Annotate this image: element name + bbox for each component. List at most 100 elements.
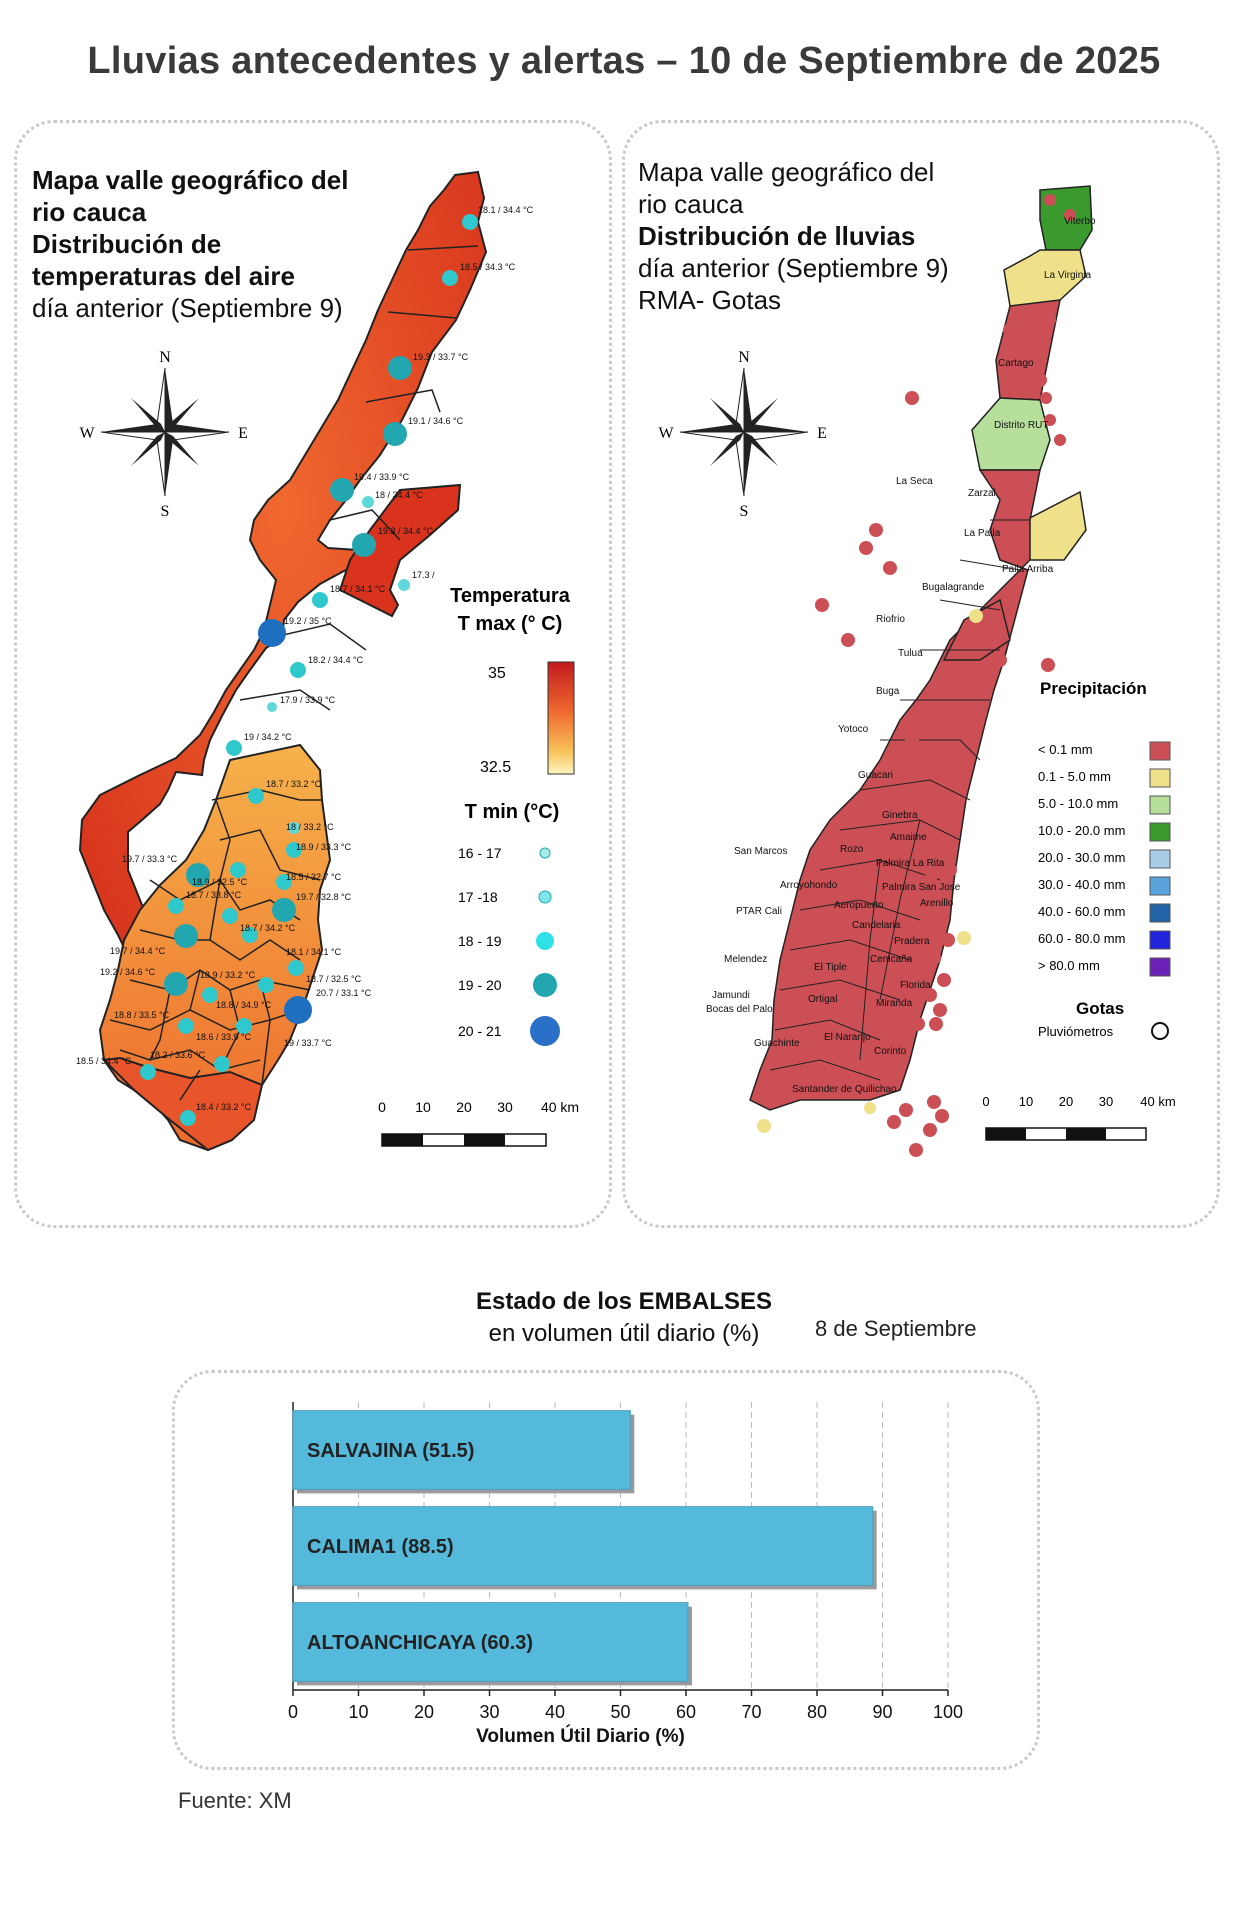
precip-legend-swatch	[1149, 876, 1171, 896]
place-label: Arroyohondo	[780, 880, 838, 891]
rain-station-dot	[1033, 373, 1047, 387]
tmax-legend-title-1: Temperatura	[450, 585, 571, 607]
page-title: Lluvias antecedentes y alertas – 10 de S…	[87, 40, 1161, 82]
tmax-legend-max: 35	[488, 665, 506, 682]
scale-label: 10	[1019, 1094, 1033, 1109]
temperature-station-labels: 18.1 / 34.4 °C 18.5 / 34.3 °C 19.3 / 33.…	[76, 205, 534, 1112]
station-label: 17.3 /	[412, 570, 435, 580]
precip-legend-label: 40.0 - 60.0 mm	[1038, 904, 1125, 919]
compass-n: N	[738, 349, 750, 366]
station-label: 18.7 / 34.1 °C	[330, 584, 386, 594]
station-marker	[272, 898, 296, 922]
tmin-legend-marker	[530, 1016, 560, 1046]
rain-station-dot	[937, 973, 951, 987]
place-label: Guacari	[858, 770, 893, 781]
place-label: Melendez	[724, 954, 767, 965]
bar	[292, 1602, 689, 1682]
rain-station-dot	[957, 931, 971, 945]
rain-station-dot	[927, 951, 941, 965]
place-label: Bugalagrande	[922, 582, 985, 593]
x-axis-label: Volumen Útil Diario (%)	[476, 1725, 685, 1747]
rainfall-title-line-1: Mapa valle geográfico del	[638, 157, 935, 187]
rain-station-dot	[927, 1095, 941, 1109]
place-label: El Tiple	[814, 962, 847, 973]
place-label: Tulua	[898, 648, 923, 659]
rain-station-dot	[905, 391, 919, 405]
scale-label: 10	[415, 1099, 431, 1115]
place-label: La Virginia	[1044, 270, 1092, 281]
rain-station-dot	[943, 863, 957, 877]
x-tick-label: 0	[288, 1702, 298, 1722]
tmin-legend-label: 16 - 17	[458, 845, 502, 861]
station-label: 19.3 / 34.4 °C	[378, 526, 434, 536]
station-label: 18.5 / 34.4 °C	[76, 1056, 132, 1066]
compass-w: W	[658, 425, 674, 442]
compass-n: N	[159, 349, 171, 366]
tmax-legend-title-2: T max (° C)	[458, 613, 563, 635]
rain-station-dot	[923, 1123, 937, 1137]
rain-station-dot	[911, 1017, 925, 1031]
temperature-title-line-3: Distribución de	[32, 229, 222, 259]
rain-station-dot	[815, 598, 829, 612]
reservoir-bar-chart: 0 10 20 30 40 50 60 70 80 90 100 SALVAJINA (51.5) CA…	[288, 1402, 963, 1747]
station-label: 17.9 / 33.9 °C	[280, 695, 336, 705]
station-marker	[312, 592, 328, 608]
rainfall-map: Viterbo La Virginia Cartago Distrito RUT…	[658, 185, 1176, 1157]
station-label: 19.2 / 34.6 °C	[100, 967, 156, 977]
rain-station-dot	[923, 873, 937, 887]
station-label: 18.4 / 33.2 °C	[196, 1102, 252, 1112]
place-label: Distrito RUT	[994, 420, 1048, 431]
station-marker	[284, 996, 312, 1024]
rain-station-dot	[869, 523, 883, 537]
rain-station-dot	[975, 633, 989, 647]
rain-station-dots	[815, 194, 1076, 1157]
station-label: 18.8 / 34.9 °C	[216, 1000, 272, 1010]
rain-station-dot	[921, 829, 935, 843]
bar-label: SALVAJINA (51.5)	[307, 1440, 474, 1462]
rain-station-dot	[757, 1119, 771, 1133]
place-label: Arenillo	[920, 898, 954, 909]
station-marker	[186, 863, 210, 887]
compass-rose-icon: N S W E	[658, 349, 826, 520]
x-tick-label: 100	[933, 1702, 963, 1722]
precip-legend-swatch	[1149, 930, 1171, 950]
rain-station-dot	[1003, 323, 1017, 337]
station-marker	[288, 822, 300, 834]
valley-east-arm	[338, 483, 462, 618]
station-marker	[174, 924, 198, 948]
place-label: Palmira La Rita	[876, 858, 945, 869]
x-tick-label: 80	[807, 1702, 827, 1722]
x-tick-label: 90	[872, 1702, 892, 1722]
x-tick-label: 10	[348, 1702, 368, 1722]
station-marker	[236, 1018, 252, 1034]
gotas-legend-title: Gotas	[1076, 999, 1124, 1018]
tmax-legend-min: 32.5	[480, 759, 511, 776]
station-label: 18.1 / 34.1 °C	[286, 947, 342, 957]
station-marker	[258, 977, 274, 993]
temperature-stations	[140, 214, 478, 1126]
station-label: 18.5 / 32.7 °C	[286, 872, 342, 882]
rainfall-map-title: Mapa valle geográfico del rio cauca Dist…	[638, 156, 949, 316]
place-label: Paila Arriba	[1002, 564, 1054, 575]
place-label: Cartago	[998, 358, 1034, 369]
rain-station-dot	[935, 893, 949, 907]
rain-station-dot	[933, 843, 947, 857]
data-source: Fuente: XM	[178, 1788, 292, 1813]
x-tick-label: 50	[610, 1702, 630, 1722]
place-label: Riofrio	[876, 614, 905, 625]
scale-label: 20	[456, 1099, 472, 1115]
bar	[292, 1506, 874, 1586]
precip-legend-label: > 80.0 mm	[1038, 958, 1100, 973]
precip-legend-swatch	[1149, 957, 1171, 977]
temperature-title-line-4: temperaturas del aire	[32, 261, 296, 291]
temperature-title-line-2: rio cauca	[32, 197, 147, 227]
rain-station-dot	[935, 1109, 949, 1123]
rain-station-dot	[929, 749, 943, 763]
precip-legend-swatch	[1149, 822, 1171, 842]
rain-station-dot	[883, 561, 897, 575]
tmin-legend-marker	[536, 932, 554, 950]
precip-legend-title: Precipitación	[1040, 679, 1147, 698]
rain-station-dot	[923, 988, 937, 1002]
station-marker	[330, 478, 354, 502]
rain-station-dot	[864, 1102, 876, 1114]
